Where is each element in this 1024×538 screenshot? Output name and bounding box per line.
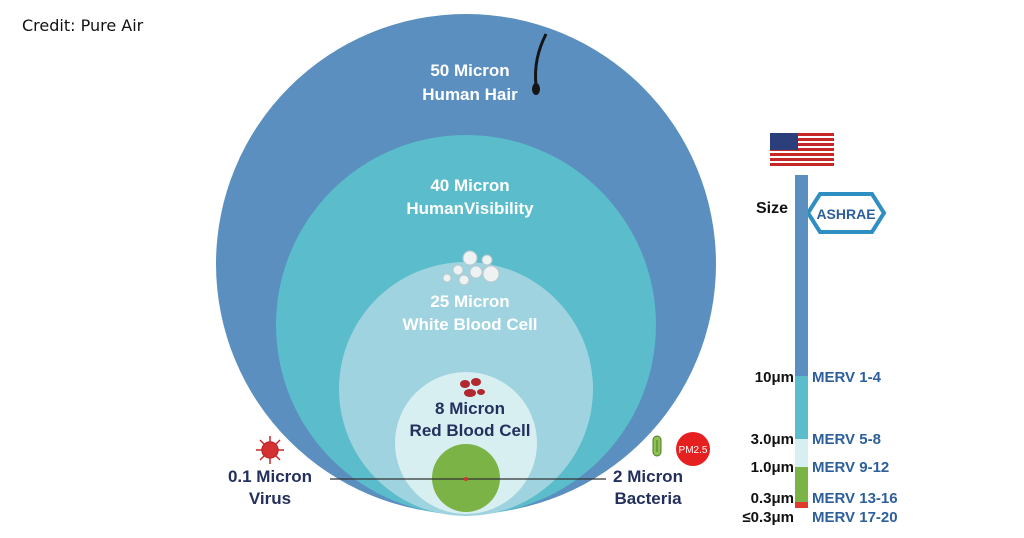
red-blood-cells-icon xyxy=(460,378,485,397)
hair-size-label: 50 Micron xyxy=(430,61,509,80)
merv-row-size-4: 0.3μm xyxy=(751,490,794,507)
scale-segment-merv-5-8 xyxy=(795,376,808,439)
scale-segment-merv-9-12 xyxy=(795,439,808,467)
bacteria-icon xyxy=(652,435,662,457)
us-flag-icon xyxy=(770,133,834,167)
merv-row-size-1: 10μm xyxy=(755,369,794,386)
merv-row-label-5: MERV 17-20 xyxy=(812,509,898,526)
virus-name-label: Virus xyxy=(249,489,291,508)
credit-text: Credit: Pure Air xyxy=(22,16,144,35)
rbc-size-label: 8 Micron xyxy=(435,399,505,418)
pm25-badge-text: PM2.5 xyxy=(679,445,708,456)
bacteria-name-label: Bacteria xyxy=(614,489,682,508)
white-blood-cells-icon xyxy=(442,250,500,286)
human-hair-icon xyxy=(532,33,548,95)
merv-row-label-3: MERV 9-12 xyxy=(812,459,889,476)
bacteria-size-label: 2 Micron xyxy=(613,467,683,486)
virus-size-label: 0.1 Micron xyxy=(228,467,312,486)
merv-row-label-2: MERV 5-8 xyxy=(812,431,881,448)
merv-row-size-2: 3.0μm xyxy=(751,431,794,448)
scale-size-heading: Size xyxy=(756,200,788,217)
scale-segment-merv-1-4 xyxy=(795,175,808,376)
virus-icon xyxy=(256,436,284,464)
scale-segment-merv-17-20 xyxy=(795,502,808,508)
merv-scale-bar xyxy=(795,175,808,508)
ashrae-logo-text: ASHRAE xyxy=(816,206,875,222)
wbc-name-label: White Blood Cell xyxy=(402,315,537,334)
visibility-name-label: HumanVisibility xyxy=(406,199,534,218)
merv-row-size-3: 1.0μm xyxy=(751,459,794,476)
visibility-size-label: 40 Micron xyxy=(430,176,509,195)
pm25-badge: PM2.5 xyxy=(676,432,710,466)
wbc-size-label: 25 Micron xyxy=(430,292,509,311)
ashrae-logo: ASHRAE xyxy=(805,192,887,234)
rbc-name-label: Red Blood Cell xyxy=(410,421,531,440)
merv-row-label-1: MERV 1-4 xyxy=(812,369,882,386)
virus-dot xyxy=(464,477,468,481)
merv-row-label-4: MERV 13-16 xyxy=(812,490,898,507)
scale-segment-merv-13-16 xyxy=(795,467,808,502)
merv-row-size-5: ≤0.3μm xyxy=(742,509,794,526)
hair-name-label: Human Hair xyxy=(422,85,518,104)
